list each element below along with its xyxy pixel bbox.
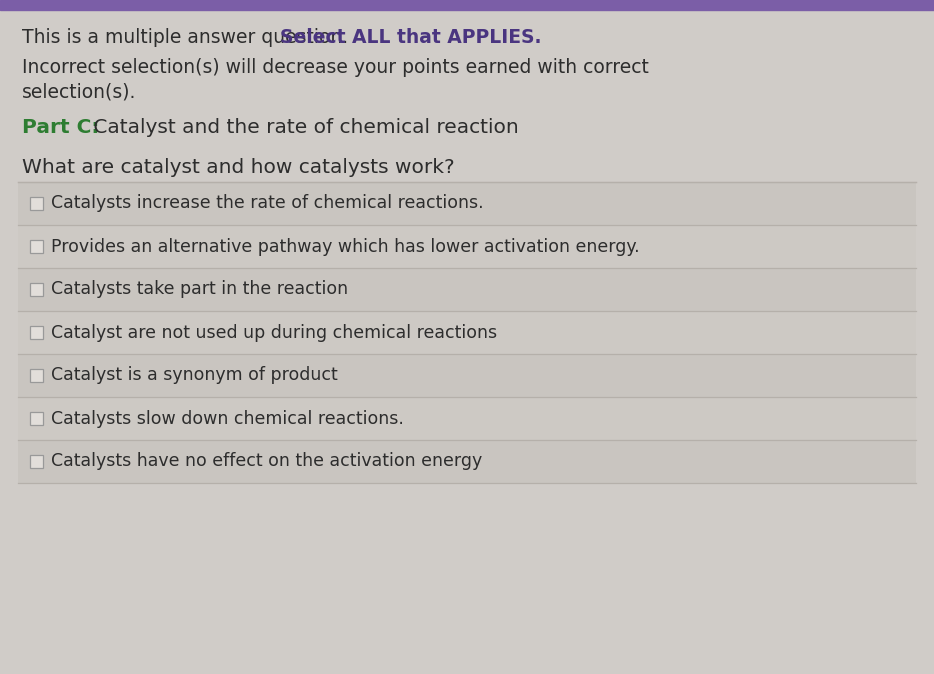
Text: selection(s).: selection(s). (22, 82, 136, 101)
Bar (30, 326, 43, 339)
Bar (30, 369, 43, 382)
Text: Catalyst are not used up during chemical reactions: Catalyst are not used up during chemical… (51, 324, 497, 342)
Text: This is a multiple answer question.: This is a multiple answer question. (22, 28, 354, 47)
Bar (30, 412, 43, 425)
Text: Catalysts increase the rate of chemical reactions.: Catalysts increase the rate of chemical … (51, 195, 484, 212)
Bar (30, 455, 43, 468)
Bar (18, 354, 916, 397)
Bar (18, 225, 916, 268)
Bar (18, 440, 916, 483)
Text: Catalyst is a synonym of product: Catalyst is a synonym of product (51, 367, 338, 384)
Text: Part C:: Part C: (22, 118, 99, 137)
Text: Catalysts slow down chemical reactions.: Catalysts slow down chemical reactions. (51, 410, 403, 427)
Text: Incorrect selection(s) will decrease your points earned with correct: Incorrect selection(s) will decrease you… (22, 58, 649, 77)
Text: What are catalyst and how catalysts work?: What are catalyst and how catalysts work… (22, 158, 455, 177)
Text: Provides an alternative pathway which has lower activation energy.: Provides an alternative pathway which ha… (51, 237, 640, 255)
Text: Catalysts have no effect on the activation energy: Catalysts have no effect on the activati… (51, 452, 482, 470)
Text: Catalysts take part in the reaction: Catalysts take part in the reaction (51, 280, 348, 299)
Bar (0, 0, 934, 10)
Bar (30, 283, 43, 296)
Bar (30, 197, 43, 210)
Bar (18, 311, 916, 354)
Bar (18, 268, 916, 311)
Text: Select ALL that APPLIES.: Select ALL that APPLIES. (280, 28, 542, 47)
Text: Catalyst and the rate of chemical reaction: Catalyst and the rate of chemical reacti… (87, 118, 518, 137)
Bar (18, 182, 916, 225)
Bar (18, 397, 916, 440)
Bar (30, 240, 43, 253)
